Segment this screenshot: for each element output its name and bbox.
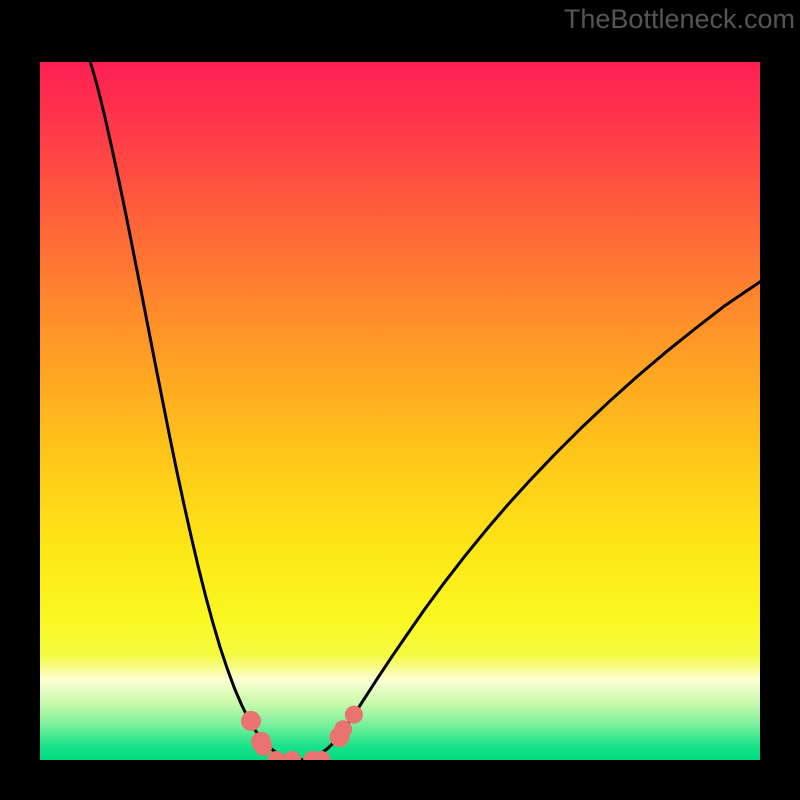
- curve-layer: [40, 62, 760, 760]
- chart-root: TheBottleneck.com: [0, 0, 800, 800]
- marker-point: [254, 738, 272, 756]
- plot-area: [40, 62, 760, 760]
- marker-group: [241, 706, 363, 760]
- right-curve: [299, 282, 760, 760]
- marker-point: [345, 706, 363, 724]
- marker-point: [241, 711, 261, 731]
- marker-point: [283, 751, 301, 760]
- watermark-text: TheBottleneck.com: [564, 4, 795, 35]
- left-curve: [90, 62, 299, 760]
- marker-point: [334, 720, 352, 738]
